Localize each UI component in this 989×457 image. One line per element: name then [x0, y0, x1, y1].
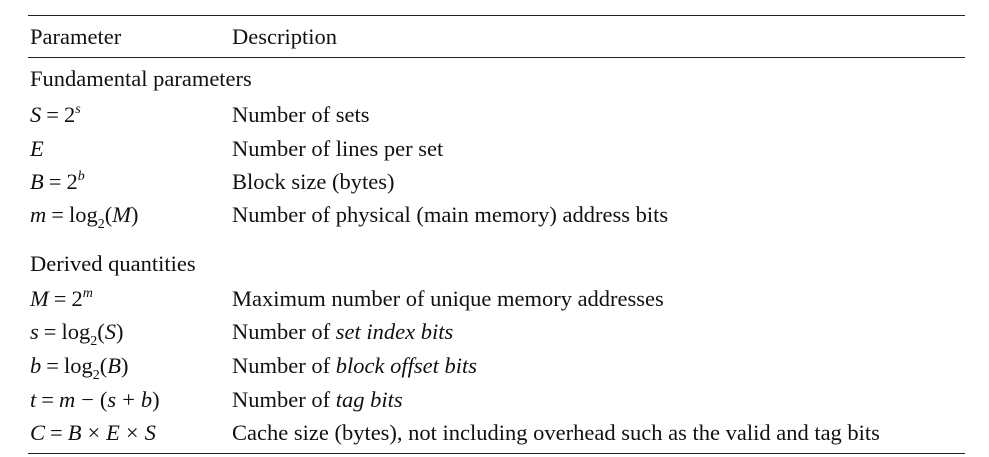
param-b: b = log2(B)	[30, 353, 129, 383]
desc-s: Number of set index bits	[232, 319, 454, 344]
param-M: M = 2m	[30, 286, 93, 311]
header-description: Description	[232, 24, 337, 49]
desc-S: Number of sets	[232, 102, 370, 127]
param-t: t = m − (s + b)	[30, 387, 160, 412]
param-s: s = log2(S)	[30, 319, 124, 349]
section-title-derived: Derived quantities	[30, 251, 196, 276]
bottom-rule	[28, 453, 965, 455]
desc-B: Block size (bytes)	[232, 169, 395, 194]
desc-b-emph: block offset bits	[335, 353, 477, 378]
desc-E: Number of lines per set	[232, 136, 444, 161]
top-rule	[28, 15, 965, 17]
param-S: S = 2s	[30, 102, 81, 127]
param-C: C = B × E × S	[30, 420, 156, 445]
desc-t: Number of tag bits	[232, 387, 403, 412]
section-title-fundamental: Fundamental parameters	[30, 66, 252, 91]
desc-b: Number of block offset bits	[232, 353, 477, 378]
header-parameter: Parameter	[30, 24, 122, 49]
param-m: m = log2(M)	[30, 202, 139, 232]
desc-s-emph: set index bits	[335, 319, 454, 344]
desc-M: Maximum number of unique memory addresse…	[232, 286, 664, 311]
header-rule	[28, 57, 965, 58]
param-E: E	[30, 136, 44, 161]
desc-t-emph: tag bits	[335, 387, 403, 412]
desc-C: Cache size (bytes), not including overhe…	[232, 420, 880, 445]
param-B: B = 2b	[30, 169, 85, 194]
desc-m: Number of physical (main memory) address…	[232, 202, 669, 227]
